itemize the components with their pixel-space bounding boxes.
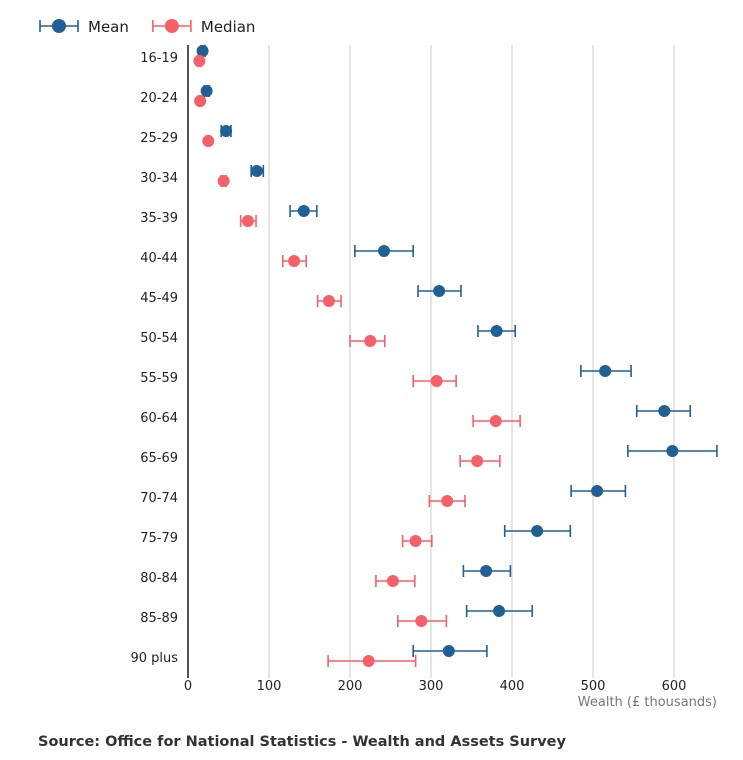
median-point <box>489 415 502 427</box>
mean-point <box>196 45 209 57</box>
median-point <box>217 175 230 187</box>
category-label: 65-69 <box>140 451 178 466</box>
category-label: 25-29 <box>140 131 178 146</box>
mean-point <box>599 365 612 377</box>
x-tick-label: 0 <box>184 679 192 694</box>
mean-point <box>480 565 493 577</box>
category-label: 80-84 <box>140 571 178 586</box>
mean-point <box>250 165 263 177</box>
mean-point <box>378 245 391 257</box>
median-point <box>471 455 484 467</box>
legend-marker <box>164 19 179 33</box>
median-point <box>415 615 428 627</box>
median-point <box>386 575 399 587</box>
mean-point <box>658 405 671 417</box>
median-point <box>364 335 377 347</box>
median-point <box>193 55 206 67</box>
x-tick-label: 600 <box>662 679 687 694</box>
median-point <box>241 215 254 227</box>
mean-point <box>442 645 455 657</box>
legend-label: Median <box>201 18 256 36</box>
category-label: 60-64 <box>140 411 178 426</box>
mean-point <box>531 525 544 537</box>
category-label: 30-34 <box>140 171 178 186</box>
mean-point <box>666 445 679 457</box>
category-label: 50-54 <box>140 331 178 346</box>
x-tick-label: 200 <box>338 679 363 694</box>
legend-marker <box>52 19 66 33</box>
mean-point <box>493 605 506 617</box>
legend-label: Mean <box>88 18 129 36</box>
source-note: Source: Office for National Statistics -… <box>38 734 566 750</box>
x-tick-label: 100 <box>257 679 282 694</box>
category-label: 70-74 <box>140 491 178 506</box>
mean-point <box>220 125 233 137</box>
mean-point <box>591 485 604 497</box>
median-point <box>194 95 207 107</box>
mean-point <box>433 285 446 297</box>
category-label: 35-39 <box>140 211 178 226</box>
category-label: 16-19 <box>140 51 178 66</box>
category-label: 90 plus <box>130 651 178 666</box>
mean-point <box>297 205 310 217</box>
median-point <box>202 135 215 147</box>
category-label: 20-24 <box>140 91 178 106</box>
x-axis-title: Wealth (£ thousands) <box>578 695 717 710</box>
median-point <box>430 375 443 387</box>
median-point <box>441 495 454 507</box>
median-point <box>409 535 422 547</box>
category-label: 40-44 <box>140 251 178 266</box>
median-point <box>288 255 301 267</box>
category-label: 85-89 <box>140 611 178 626</box>
x-tick-label: 300 <box>419 679 444 694</box>
x-tick-label: 500 <box>581 679 606 694</box>
x-tick-label: 400 <box>500 679 525 694</box>
median-point <box>362 655 375 667</box>
median-point <box>322 295 335 307</box>
category-label: 45-49 <box>140 291 178 306</box>
mean-point <box>200 85 213 97</box>
category-label: 75-79 <box>140 531 178 546</box>
mean-point <box>490 325 503 337</box>
category-label: 55-59 <box>140 371 178 386</box>
